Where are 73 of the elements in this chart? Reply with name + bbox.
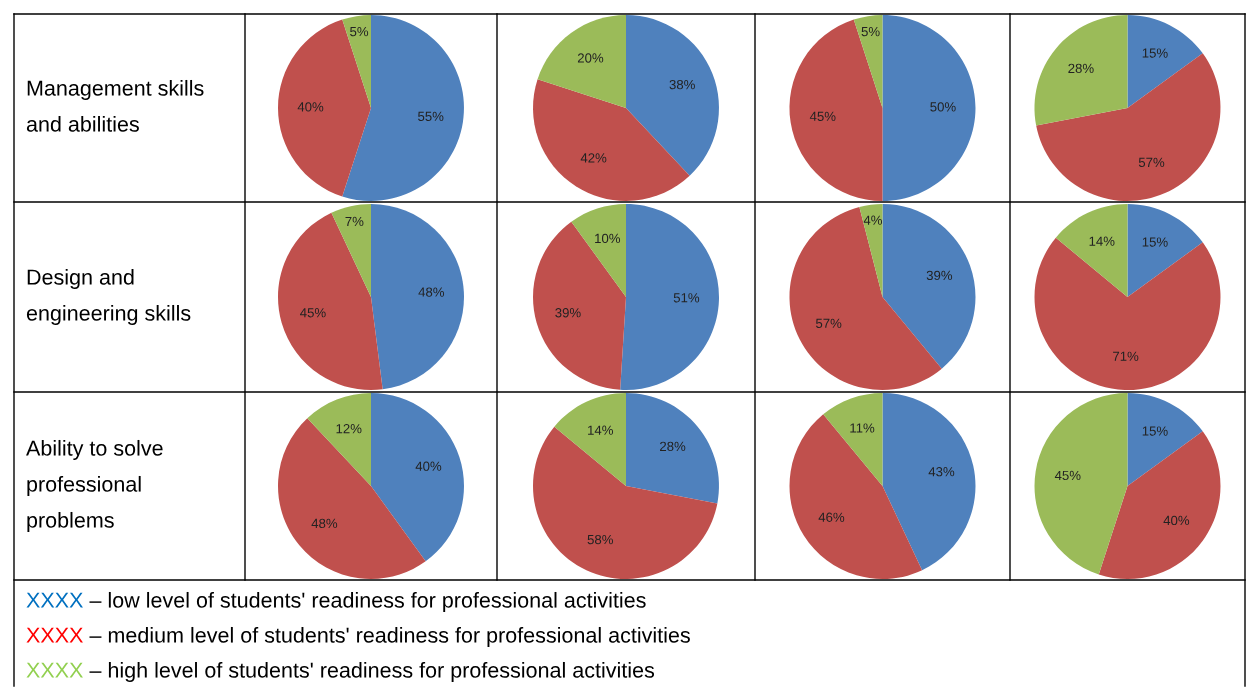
pie-slice [620, 204, 719, 390]
data-label: 51% [673, 293, 700, 303]
data-label: 39% [926, 270, 953, 281]
data-label: 42% [580, 153, 607, 163]
pie-slice [278, 19, 371, 197]
pie-slice [554, 393, 626, 486]
data-label: 45% [300, 308, 326, 318]
pie-slice [571, 204, 626, 297]
data-label: 14% [588, 425, 613, 435]
pie-slice [1127, 204, 1203, 297]
data-label: 11% [850, 423, 875, 433]
pie-slice [853, 15, 883, 108]
data-label: 45% [809, 111, 836, 121]
data-label: 71% [1113, 351, 1139, 361]
pie-slice [342, 15, 464, 201]
pie-slice [882, 15, 976, 201]
data-label: 5% [350, 26, 369, 37]
pie-slice [331, 204, 371, 297]
data-label: 57% [815, 318, 842, 328]
pie-slice [626, 393, 719, 504]
pie-slice [1055, 204, 1128, 297]
pie-slice [307, 393, 371, 486]
pie-slice [1034, 15, 1128, 126]
data-label: 40% [1163, 515, 1190, 526]
data-label: 15% [1142, 48, 1168, 58]
text: Management skills and abilities [26, 79, 204, 132]
pie-slice [342, 15, 371, 108]
data-label: 40% [415, 461, 442, 471]
pie-slice [882, 393, 976, 571]
pie-slice [626, 15, 719, 176]
data-label: 4% [863, 215, 883, 225]
pie-slice [278, 212, 383, 390]
pie-slice [371, 393, 464, 562]
pie-slice [371, 204, 464, 390]
data-label: 20% [577, 53, 604, 63]
data-label: 28% [660, 441, 686, 452]
data-label: 7% [345, 216, 364, 227]
data-label: 38% [669, 79, 695, 90]
data-label: 58% [587, 534, 613, 545]
data-label: 48% [418, 287, 445, 297]
data-label: 48% [311, 518, 338, 529]
data-label: 15% [1142, 426, 1168, 436]
text: Ability to solve professional problems [26, 439, 163, 533]
pie-slice [789, 19, 883, 201]
pie-slice [537, 15, 626, 108]
data-label: 39% [555, 308, 581, 318]
data-label: 15% [1142, 237, 1168, 247]
pie-slice [533, 221, 626, 390]
pie-slice [789, 414, 923, 579]
pie-slice [1034, 237, 1221, 390]
data-label: 43% [928, 467, 955, 477]
pie-slice [1127, 15, 1203, 108]
data-label: 10% [595, 233, 621, 244]
text: XXXX – medium level of students' readiness for professional activities [26, 626, 690, 648]
pie-slice [533, 426, 718, 579]
data-label: 28% [1068, 63, 1094, 74]
pie-slice [882, 204, 976, 369]
data-label: 40% [297, 102, 324, 112]
data-label: 12% [336, 423, 362, 434]
data-label: 5% [861, 26, 880, 37]
pie-slice [823, 393, 883, 486]
data-label: 50% [930, 102, 956, 112]
pie-slice [859, 204, 883, 297]
data-label: 55% [418, 111, 444, 121]
text: Design and engineering skills [26, 268, 191, 326]
data-label: 14% [1089, 236, 1115, 246]
pie-slice [1127, 393, 1203, 486]
text: XXXX – high level of students' readiness for professional activities [26, 661, 655, 683]
data-label: 57% [1138, 157, 1165, 168]
data-label: 45% [1054, 470, 1081, 481]
text: XXXX – low level of students' readiness for professional activities [26, 591, 646, 613]
pie-slice [1034, 393, 1128, 575]
data-label: 46% [818, 512, 845, 522]
